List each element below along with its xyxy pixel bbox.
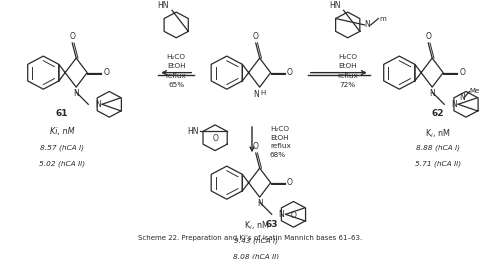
Text: EtOH: EtOH	[338, 63, 357, 69]
Text: N: N	[430, 89, 435, 98]
Text: Me: Me	[470, 89, 480, 95]
Text: H₂CO: H₂CO	[270, 126, 289, 132]
Text: O: O	[253, 32, 258, 41]
Text: K$_i$, nM: K$_i$, nM	[244, 220, 269, 233]
Text: Scheme 22. Preparation and Ki’s of isatin Mannich bases 61–63.: Scheme 22. Preparation and Ki’s of isati…	[138, 235, 362, 241]
Text: reflux: reflux	[270, 143, 290, 149]
Text: H: H	[260, 90, 266, 96]
Text: O: O	[253, 142, 258, 152]
Text: H₂CO: H₂CO	[166, 54, 186, 60]
Text: 8.88 (hCA I): 8.88 (hCA I)	[416, 144, 460, 151]
Text: EtOH: EtOH	[270, 134, 288, 141]
Text: m: m	[380, 16, 386, 21]
Text: reflux: reflux	[338, 73, 358, 79]
Text: HN: HN	[329, 1, 340, 10]
Text: 65%: 65%	[168, 82, 184, 88]
Text: 62: 62	[432, 109, 444, 118]
Text: O: O	[286, 68, 292, 77]
Text: N: N	[459, 93, 464, 102]
Text: 8.08 (hCA II): 8.08 (hCA II)	[234, 253, 280, 259]
Text: 72%: 72%	[340, 82, 356, 88]
Text: 9.43 (hCA I): 9.43 (hCA I)	[234, 237, 279, 244]
Text: Ki, nM: Ki, nM	[50, 127, 74, 136]
Text: EtOH: EtOH	[167, 63, 186, 69]
Text: 61: 61	[56, 109, 68, 118]
Text: 8.57 (hCA I): 8.57 (hCA I)	[40, 144, 84, 151]
Text: O: O	[459, 68, 465, 77]
Text: O: O	[286, 178, 292, 187]
Text: HN: HN	[188, 127, 199, 136]
Text: O: O	[426, 32, 431, 41]
Text: O: O	[212, 134, 218, 143]
Text: N: N	[257, 199, 262, 208]
Text: reflux: reflux	[166, 73, 186, 79]
Text: 68%: 68%	[270, 152, 286, 158]
Text: N: N	[74, 89, 79, 98]
Text: K$_i$, nM: K$_i$, nM	[425, 127, 450, 140]
Text: N: N	[95, 100, 101, 109]
Text: O: O	[290, 211, 296, 220]
Text: N: N	[364, 20, 370, 30]
Text: O: O	[103, 68, 109, 77]
Text: 5.02 (hCA II): 5.02 (hCA II)	[39, 160, 85, 167]
Text: N: N	[253, 90, 258, 99]
Text: HN: HN	[158, 1, 169, 10]
Text: N: N	[452, 100, 457, 109]
Text: N: N	[278, 210, 284, 219]
Text: 63: 63	[265, 220, 278, 229]
Text: H₂CO: H₂CO	[338, 54, 357, 60]
Text: 5.71 (hCA II): 5.71 (hCA II)	[414, 160, 461, 167]
Text: O: O	[70, 32, 75, 41]
